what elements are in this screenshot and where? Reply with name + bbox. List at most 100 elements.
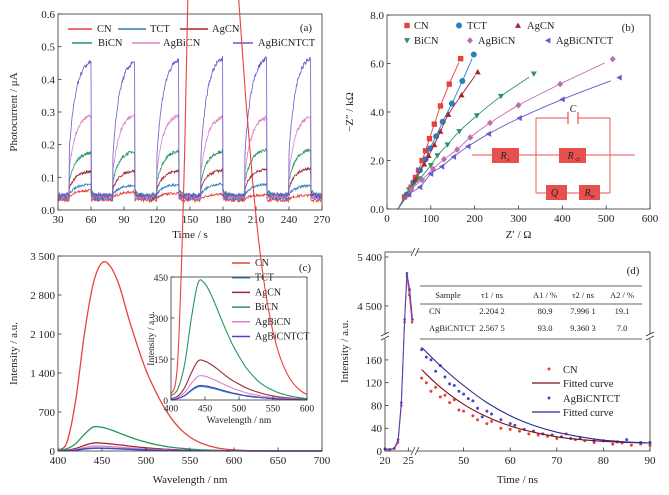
- x-tick-label: 400: [50, 455, 67, 467]
- panel-label: (b): [622, 22, 635, 34]
- inset-series-line-cn: [170, 0, 308, 395]
- legend-label: AgBiCN: [478, 36, 516, 47]
- data-point-cn: [457, 55, 464, 62]
- table-header: Sample: [435, 290, 461, 300]
- data-point-agbicntct: [466, 397, 470, 401]
- data-point-cn: [476, 418, 480, 422]
- series-line-bicn: [57, 148, 322, 199]
- data-point-bicn: [434, 153, 441, 159]
- y-axis-label: Intensity / a.u.: [339, 320, 351, 383]
- table-cell: CN: [429, 306, 441, 316]
- x-tick-label: 90: [645, 455, 657, 467]
- circuit-element-box: [492, 148, 519, 163]
- plot-frame: [57, 255, 323, 452]
- inset-series-line-agbicn: [170, 375, 307, 401]
- axis-break-mark: [645, 335, 655, 341]
- y-tick-label: 0: [377, 446, 383, 458]
- data-point-cn: [555, 436, 559, 440]
- legend-label: AgBiCNTCT: [563, 394, 621, 405]
- legend-label: TCT: [150, 24, 170, 35]
- fit-line-bicn: [397, 76, 530, 210]
- y-tick-label: 120: [366, 378, 383, 390]
- data-point-agbicn: [430, 165, 437, 173]
- panel-d-decay: 20 25 50 60 70 80 90 0 40 80 120 160 4 500 5 400 Time …: [339, 247, 657, 486]
- data-point-cn: [490, 419, 494, 423]
- data-point-agbicntct: [443, 375, 447, 379]
- x-tick-label: 550: [182, 455, 199, 467]
- data-point-cn: [471, 414, 475, 418]
- legend-marker: [545, 37, 551, 44]
- data-point-bicn: [444, 142, 451, 148]
- x-tick-label: 500: [232, 405, 247, 415]
- data-point-agbicntct: [476, 406, 480, 410]
- legend-label: Fitted curve: [563, 408, 614, 419]
- data-point-agbicntct: [424, 355, 428, 359]
- circuit-element-box: [546, 185, 567, 200]
- data-point-agbicntct: [480, 415, 484, 419]
- y-tick-label: 4 500: [357, 301, 382, 313]
- axis-break-mark: [380, 335, 390, 341]
- data-point-agbicntct: [448, 382, 452, 386]
- data-point-agbicntct: [499, 418, 503, 422]
- axis-break-mark: [645, 331, 655, 337]
- data-point: [410, 320, 414, 324]
- data-point-cn: [437, 103, 444, 109]
- data-point-agbicntct: [559, 96, 565, 103]
- table-cell: 19.1: [615, 306, 630, 316]
- data-point-agbicntct: [420, 348, 424, 352]
- data-point-agbicn: [454, 146, 461, 153]
- data-point: [396, 438, 400, 441]
- legend-marker: [547, 367, 551, 371]
- data-point-agbicntct: [450, 153, 457, 160]
- x-tick-label: 80: [598, 455, 610, 467]
- x-axis-label: Time / ns: [497, 474, 538, 486]
- data-point-agcn: [425, 152, 432, 159]
- y-tick-label: 2 100: [30, 329, 55, 341]
- x-axis-label: Time / s: [172, 229, 208, 241]
- circuit-element-box: [559, 148, 586, 163]
- x-tick-label: 60: [505, 455, 517, 467]
- table-cell: 7.996 1: [570, 306, 596, 316]
- inset-series-line-agbicntct: [170, 384, 308, 401]
- y-tick-label: 0: [50, 446, 56, 458]
- data-point-agbicntct: [485, 130, 492, 137]
- y-tick-label: 6.0: [370, 59, 384, 71]
- rise-line-cn: [384, 275, 413, 451]
- fitted-curve-line: [421, 369, 651, 444]
- x-tick-label: 90: [119, 214, 131, 226]
- data-point-agbicntct: [490, 412, 494, 416]
- series-line-cn: [57, 189, 322, 204]
- axis-break-gap: [646, 334, 654, 339]
- rise-line-agbicntct: [384, 273, 413, 450]
- table-header: τ1 / ns: [481, 290, 503, 300]
- y-tick-label: 0.1: [41, 172, 55, 184]
- x-tick-label: 20: [380, 455, 392, 467]
- x-axis-label: Wavelength / nm: [153, 474, 228, 486]
- y-tick-label: 700: [39, 407, 56, 419]
- data-point-agcn: [431, 141, 438, 148]
- data-point-cn: [499, 426, 503, 430]
- inset-series-line-agcn: [170, 359, 308, 400]
- legend-label: AgBiCNTCT: [556, 36, 614, 47]
- data-point-agbicntct: [516, 115, 522, 122]
- x-tick-label: 25: [403, 455, 415, 467]
- data-point-agbicntct: [513, 423, 517, 427]
- y-tick-label: 8.0: [370, 10, 384, 22]
- legend-label: AgBiCN: [255, 317, 291, 328]
- panel-label: (c): [299, 262, 312, 274]
- circuit-element-label: R: [499, 151, 506, 162]
- data-point-tct: [459, 77, 466, 84]
- data-point-cn: [536, 433, 540, 437]
- y-tick-label: 2 800: [30, 290, 55, 302]
- data-point-cn: [462, 409, 466, 413]
- table-header: A1 / %: [533, 290, 557, 300]
- y-axis-label: Photocurrent / μA: [8, 72, 20, 151]
- legend-label: AgCN: [527, 21, 555, 32]
- y-tick-label: 5 400: [357, 252, 382, 264]
- axis-break-gap: [412, 248, 417, 256]
- y-tick-label: 0.5: [41, 42, 55, 54]
- legend-marker: [467, 37, 473, 44]
- data-point-cn: [446, 81, 452, 87]
- circuit-element-label: R: [583, 188, 590, 199]
